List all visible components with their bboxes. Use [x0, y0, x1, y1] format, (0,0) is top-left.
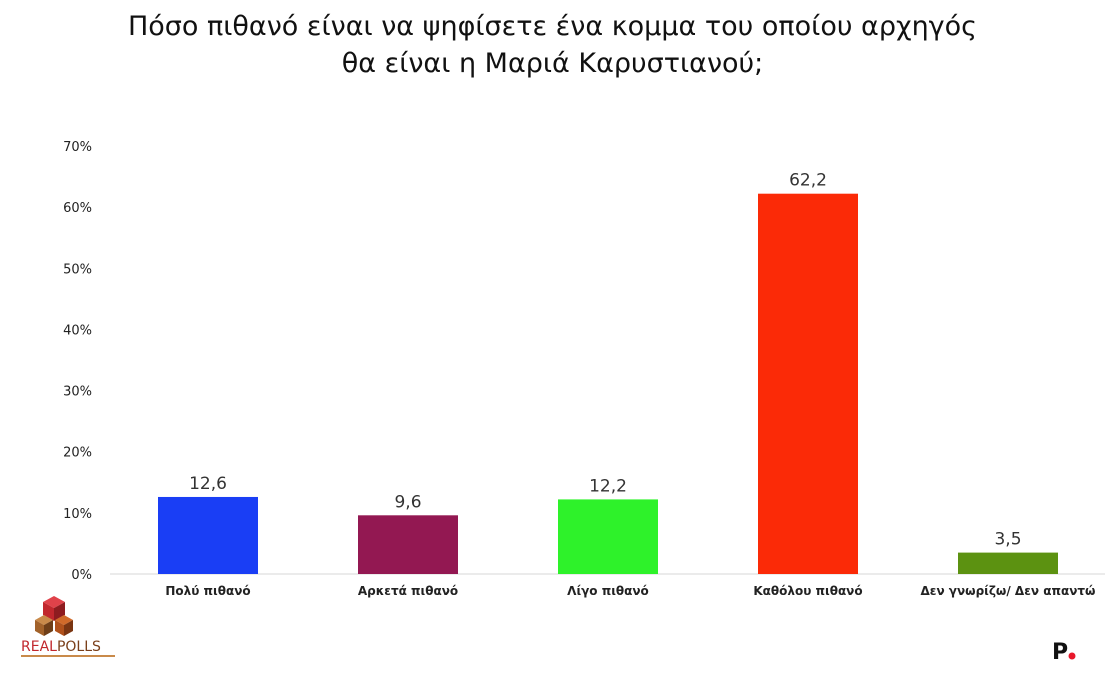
x-tick-label: Αρκετά πιθανό: [358, 584, 458, 598]
x-tick-label: Πολύ πιθανό: [165, 584, 250, 598]
y-tick-label: 10%: [63, 507, 92, 522]
p-logo-letter: P: [1052, 640, 1068, 663]
y-tick-label: 20%: [63, 446, 92, 461]
x-tick-label: Λίγο πιθανό: [567, 584, 649, 598]
y-tick-label: 30%: [63, 385, 92, 400]
svg-text:REALPOLLS: REALPOLLS: [21, 639, 101, 655]
bar: [758, 193, 858, 575]
y-tick-label: 50%: [63, 262, 92, 277]
bar: [358, 515, 458, 574]
bar: [958, 552, 1058, 574]
data-label: 62,2: [789, 171, 827, 191]
bars: [158, 193, 1058, 575]
bar: [158, 496, 258, 574]
chart-title-line-2: θα είναι η Μαριά Καρυστιανού;: [341, 48, 764, 79]
data-label: 12,2: [589, 476, 627, 496]
p-logo: P: [1052, 637, 1082, 665]
chart-title-line-1: Πόσο πιθανό είναι να ψηφίσετε ένα κομμα …: [127, 11, 978, 42]
p-logo-dot: [1068, 652, 1076, 660]
x-tick-label: Δεν γνωρίζω/ Δεν απαντώ: [920, 584, 1095, 598]
data-label: 3,5: [994, 530, 1021, 550]
y-tick-label: 70%: [63, 140, 92, 155]
x-axis-labels: Πολύ πιθανό Αρκετά πιθανό Λίγο πιθανό Καθόλ…: [165, 584, 1095, 598]
bar: [558, 499, 658, 574]
realpolls-logo: REALPOLLS: [18, 594, 128, 664]
value-labels: 12,6 9,6 12,2 62,2 3,5: [189, 171, 1021, 550]
cubes-icon: [35, 596, 73, 636]
x-tick-label: Καθόλου πιθανό: [753, 584, 862, 598]
chart-title: Πόσο πιθανό είναι να ψηφίσετε ένα κομμα …: [0, 8, 1105, 82]
y-tick-label: 60%: [63, 201, 92, 216]
data-label: 12,6: [189, 474, 227, 494]
y-tick-label: 0%: [71, 568, 92, 583]
y-axis: 0% 10% 20% 30% 40% 50% 60% 70%: [63, 140, 92, 583]
y-tick-label: 40%: [63, 323, 92, 338]
data-label: 9,6: [394, 492, 421, 512]
